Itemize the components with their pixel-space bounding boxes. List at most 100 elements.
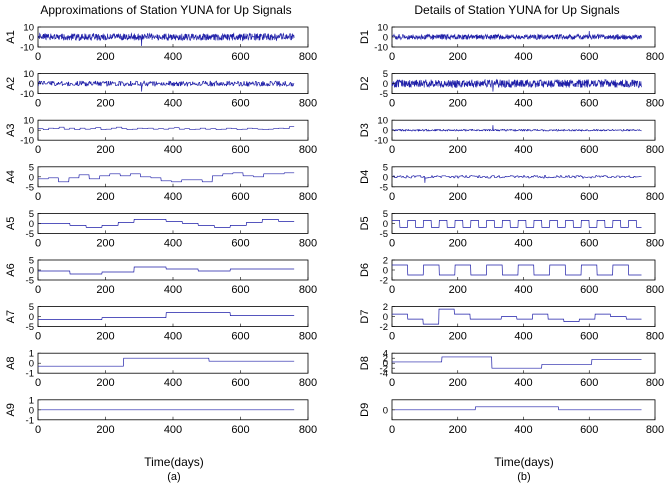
x-tick-label: 800 <box>299 237 317 249</box>
y-tick-label: 0 <box>29 359 34 370</box>
y-tick-label: -5 <box>380 89 388 100</box>
y-tick-label: 0 <box>383 312 388 323</box>
x-tick-label: 400 <box>514 331 532 343</box>
y-tick-label: 0 <box>383 359 388 370</box>
x-tick-label: 0 <box>389 237 395 249</box>
y-tick-label: 4 <box>383 349 388 360</box>
x-tick-label: 600 <box>580 98 598 110</box>
x-tick-label: 600 <box>231 51 249 63</box>
x-tick-label: 600 <box>231 237 249 249</box>
x-tick-label: 200 <box>449 331 467 343</box>
series-label: D6 <box>359 263 371 277</box>
y-tick-label: 0 <box>383 405 388 416</box>
y-tick-label: 2 <box>383 302 388 313</box>
x-tick-label: 0 <box>35 98 41 110</box>
series-label: A9 <box>5 403 17 416</box>
x-tick-label: 0 <box>389 424 395 436</box>
x-tick-label: 200 <box>96 51 114 63</box>
x-tick-label: 600 <box>580 51 598 63</box>
y-tick-label: 5 <box>29 209 34 220</box>
x-tick-label: 800 <box>299 144 317 156</box>
x-tick-label: 600 <box>580 424 598 436</box>
x-tick-label: 400 <box>164 144 182 156</box>
x-tick-label: 200 <box>449 237 467 249</box>
x-tick-label: 200 <box>96 377 114 389</box>
x-tick-label: 600 <box>231 144 249 156</box>
series-label: D8 <box>359 356 371 370</box>
x-tick-label: 800 <box>646 237 664 249</box>
x-tick-label: 0 <box>35 284 41 296</box>
series-line-d5 <box>392 220 642 228</box>
x-tick-label: 600 <box>231 331 249 343</box>
panel-b-xlabel: Time(days) <box>494 455 554 469</box>
series-label: D9 <box>359 403 371 417</box>
x-tick-label: 600 <box>231 98 249 110</box>
x-tick-label: 0 <box>35 424 41 436</box>
y-tick-label: 1 <box>29 395 34 406</box>
series-line-a8 <box>38 357 295 367</box>
y-tick-label: 0 <box>383 79 388 90</box>
series-line-d7 <box>392 308 642 325</box>
series-label: A7 <box>5 310 17 323</box>
y-tick-label: -10 <box>20 89 34 100</box>
series-line-a4 <box>38 172 295 183</box>
x-tick-label: 400 <box>514 424 532 436</box>
series-line-d3 <box>392 125 642 132</box>
series-label: A2 <box>5 77 17 90</box>
y-tick-label: -2 <box>380 322 388 333</box>
series-line-a2 <box>37 80 295 92</box>
x-tick-label: 400 <box>164 51 182 63</box>
y-tick-label: -10 <box>20 136 34 147</box>
y-tick-label: 5 <box>29 302 34 313</box>
x-tick-label: 200 <box>449 98 467 110</box>
x-tick-label: 600 <box>580 237 598 249</box>
panel-a-xlabel: Time(days) <box>144 455 204 469</box>
y-tick-label: -5 <box>380 182 388 193</box>
x-tick-label: 200 <box>449 377 467 389</box>
x-tick-label: 600 <box>580 377 598 389</box>
x-tick-label: 800 <box>646 284 664 296</box>
x-tick-label: 400 <box>164 424 182 436</box>
x-tick-label: 200 <box>96 144 114 156</box>
x-tick-label: 400 <box>164 191 182 203</box>
x-tick-label: 0 <box>35 144 41 156</box>
y-tick-label: 0 <box>383 33 388 44</box>
series-label: D3 <box>359 123 371 137</box>
x-tick-label: 400 <box>164 98 182 110</box>
x-tick-label: 200 <box>449 191 467 203</box>
y-tick-label: -10 <box>20 43 34 54</box>
x-tick-label: 200 <box>449 51 467 63</box>
series-label: D5 <box>359 216 371 230</box>
y-tick-label: -2 <box>380 276 388 287</box>
x-tick-label: 400 <box>514 237 532 249</box>
series-line-a6 <box>38 266 295 275</box>
y-tick-label: -1 <box>26 369 34 380</box>
x-tick-label: 400 <box>164 377 182 389</box>
y-tick-label: 0 <box>29 172 34 183</box>
x-tick-label: 0 <box>389 377 395 389</box>
y-tick-label: 0 <box>383 266 388 277</box>
x-tick-label: 0 <box>389 98 395 110</box>
x-tick-label: 0 <box>389 284 395 296</box>
y-tick-label: 5 <box>383 162 388 173</box>
y-tick-label: -5 <box>380 229 388 240</box>
x-tick-label: 800 <box>299 191 317 203</box>
x-tick-label: 400 <box>164 331 182 343</box>
y-tick-label: -10 <box>374 43 388 54</box>
x-tick-label: 400 <box>164 284 182 296</box>
series-line-d4 <box>392 175 642 183</box>
y-tick-label: 5 <box>29 162 34 173</box>
x-tick-label: 600 <box>231 377 249 389</box>
y-tick-label: 0 <box>29 219 34 230</box>
x-tick-label: 800 <box>299 331 317 343</box>
series-label: A5 <box>5 217 17 230</box>
